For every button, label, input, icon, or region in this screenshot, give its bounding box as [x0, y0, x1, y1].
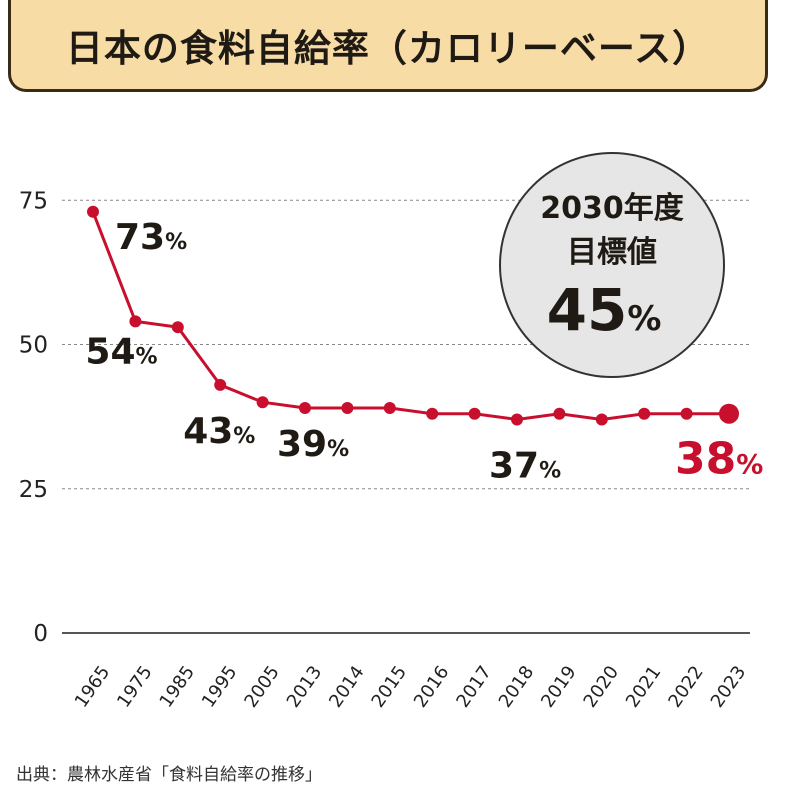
data-label: 54% [85, 331, 157, 372]
data-point [719, 403, 739, 424]
data-label: 73% [115, 217, 187, 258]
data-point [256, 396, 269, 409]
x-tick-label: 2018 [495, 662, 538, 712]
target-label: 目標値 [567, 235, 657, 270]
data-label: 39% [277, 424, 349, 465]
target-circle [499, 152, 725, 378]
target-value: 45% [547, 276, 662, 344]
data-point [426, 407, 439, 420]
data-label: 37% [489, 446, 561, 487]
data-point [87, 205, 99, 218]
title-banner: 日本の食料自給率（カロリーベース） [8, 0, 768, 92]
x-tick-label: 2016 [410, 662, 453, 712]
y-tick-label: 50 [19, 333, 48, 359]
data-point [595, 413, 608, 426]
data-point [468, 407, 481, 420]
x-tick-label: 2021 [622, 662, 665, 712]
data-point [341, 401, 354, 414]
data-label: 43% [183, 411, 255, 452]
x-tick-label: 2013 [283, 662, 326, 712]
y-tick-label: 25 [19, 477, 48, 503]
data-point [214, 378, 227, 391]
x-tick-label: 2015 [368, 662, 411, 712]
x-tick-label: 1985 [156, 662, 199, 712]
data-point [383, 401, 396, 414]
target-year-label: 2030年度 [540, 191, 684, 226]
data-point [299, 401, 311, 414]
data-point [129, 315, 142, 328]
x-tick-label: 1965 [71, 662, 114, 712]
data-point [638, 407, 651, 420]
data-label: 38% [675, 434, 763, 485]
x-tick-label: 2014 [325, 662, 368, 712]
data-point [680, 407, 693, 420]
x-tick-label: 2022 [664, 662, 707, 712]
x-tick-label: 2017 [452, 662, 495, 712]
y-tick-label: 75 [19, 188, 48, 214]
source-note: 出典：農林水産省「食料自給率の推移」 [16, 765, 322, 785]
x-tick-label: 1975 [113, 662, 156, 712]
data-point [553, 407, 566, 420]
x-tick-label: 2020 [580, 662, 623, 712]
x-tick-label: 2019 [537, 662, 580, 712]
chart-title: 日本の食料自給率（カロリーベース） [65, 26, 711, 70]
data-point [511, 413, 523, 426]
x-tick-label: 2005 [240, 662, 283, 712]
series-line [91, 211, 729, 422]
y-tick-label: 0 [33, 621, 48, 647]
data-point [171, 321, 184, 334]
x-tick-label: 1995 [198, 662, 241, 712]
x-tick-label: 2023 [707, 662, 750, 712]
